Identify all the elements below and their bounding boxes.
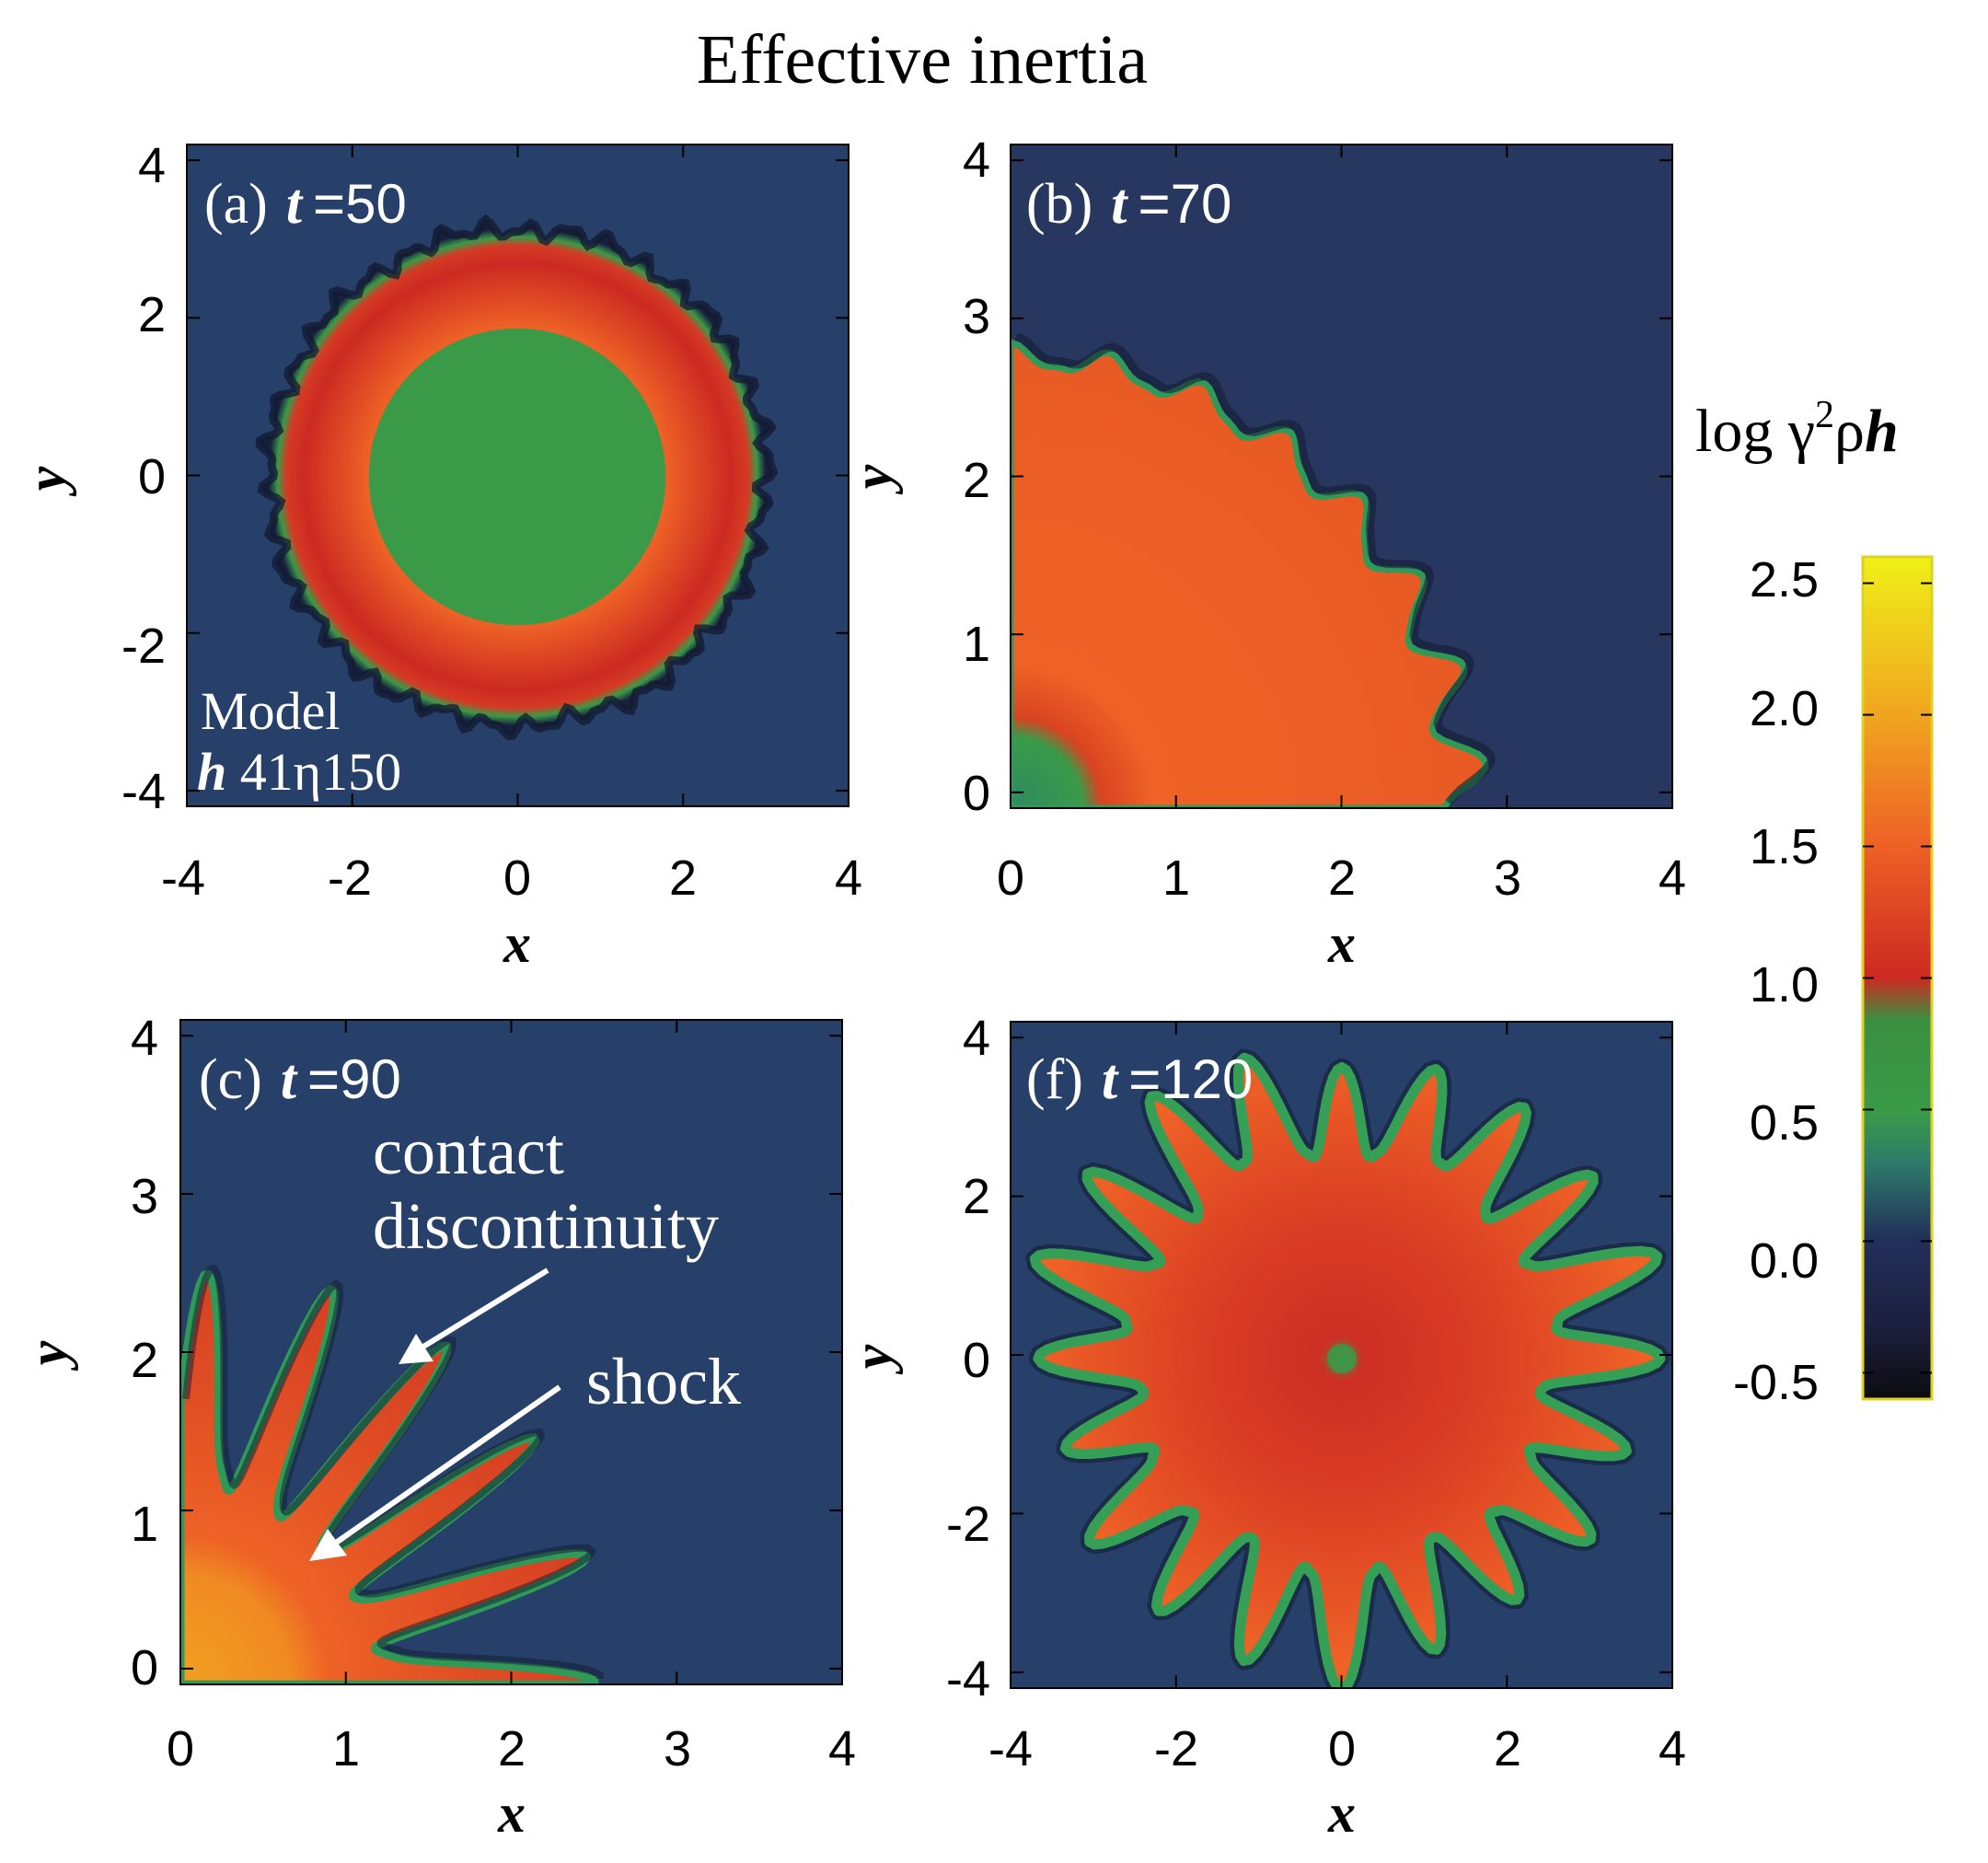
panel-a-time-label: (a) t =50 bbox=[204, 173, 407, 236]
panel-c-ytick: 4 bbox=[131, 1011, 158, 1066]
panel-c-tick-marks bbox=[179, 1020, 843, 1684]
panel-b-xtick: 1 bbox=[1162, 850, 1190, 906]
panel-f-tick-marks bbox=[1010, 1022, 1673, 1688]
panel-f-ytick: 4 bbox=[963, 1011, 990, 1066]
panel-b-ytick: 0 bbox=[963, 766, 990, 821]
panel-f-ylabel: y bbox=[842, 1344, 903, 1374]
panel-a-model-id: h 41η150 bbox=[197, 742, 401, 802]
panel-b-ytick: 2 bbox=[963, 453, 990, 508]
arrow-shock bbox=[309, 1384, 561, 1561]
panel-b-ytick: 3 bbox=[963, 289, 990, 344]
panel-a-ytick: -4 bbox=[121, 764, 166, 819]
panel-b-xtick: 4 bbox=[1659, 850, 1686, 906]
arrow-contact-discontinuity bbox=[399, 1267, 549, 1364]
colorbar-tick-label: 0.5 bbox=[1750, 1095, 1819, 1151]
panel-c-xtick: 2 bbox=[498, 1721, 526, 1776]
panel-c-time-label: (c) t =90 bbox=[199, 1048, 401, 1111]
panel-a: -4 -2 0 2 4 4 2 0 -2 -4 x y (a) t =50 Mo… bbox=[16, 138, 862, 974]
panel-c-ylabel: y bbox=[17, 1340, 78, 1371]
panel-b-xlabel: x bbox=[1327, 913, 1356, 974]
panel-f: -4 -2 0 2 4 4 2 0 -2 -4 x y (f) t =120 bbox=[842, 1011, 1686, 1844]
panel-f-xtick: -4 bbox=[988, 1721, 1033, 1776]
figure-title: Effective inertia bbox=[697, 21, 1148, 98]
panel-a-xlabel: x bbox=[503, 913, 531, 974]
annotation-contact-line1: contact bbox=[373, 1115, 564, 1188]
panel-a-ytick: 0 bbox=[138, 449, 166, 504]
panel-b-xtick: 3 bbox=[1494, 850, 1521, 906]
panel-f-ytick: -2 bbox=[946, 1497, 990, 1552]
panel-f-xtick: 0 bbox=[1328, 1721, 1356, 1776]
annotation-shock: shock bbox=[586, 1345, 741, 1418]
colorbar-gradient bbox=[1861, 555, 1934, 1401]
colorbar-tick-label: 2.0 bbox=[1750, 681, 1819, 736]
panel-b-time-label: (b) t =70 bbox=[1026, 173, 1231, 236]
panel-c-ytick: 3 bbox=[131, 1169, 158, 1224]
colorbar-title: log γ2ρh bbox=[1695, 394, 1899, 465]
panel-a-xtick: -4 bbox=[161, 850, 205, 906]
panel-f-center-core bbox=[1327, 1344, 1357, 1373]
panel-f-fingers bbox=[1029, 1052, 1666, 1688]
panel-b: 0 1 2 3 4 4 3 2 1 0 x y (b) t =70 bbox=[842, 133, 1686, 974]
colorbar: log γ2ρh 2.5 2.0 1.5 1.0 0.5 0.0 -0.5 bbox=[1695, 394, 1934, 1410]
panel-c-xtick: 3 bbox=[664, 1721, 691, 1776]
panel-c-xtick: 1 bbox=[332, 1721, 360, 1776]
panel-a-tick-marks bbox=[186, 145, 850, 806]
colorbar-tick-label: 1.5 bbox=[1750, 819, 1819, 874]
colorbar-tick-label: -0.5 bbox=[1733, 1355, 1819, 1410]
panel-a-shock-region bbox=[369, 329, 665, 625]
panel-c-ytick: 2 bbox=[131, 1333, 158, 1388]
panel-b-contact-dark-edge bbox=[1014, 332, 1496, 805]
panel-a-xtick: 4 bbox=[835, 850, 862, 906]
colorbar-tick-label: 0.0 bbox=[1750, 1233, 1819, 1289]
panel-c-xlabel: x bbox=[497, 1783, 526, 1844]
panel-a-ylabel: y bbox=[16, 466, 76, 496]
annotation-contact-line2: discontinuity bbox=[373, 1189, 719, 1263]
panel-a-model-label: Model bbox=[201, 681, 340, 741]
panel-a-ytick: -2 bbox=[121, 619, 166, 674]
panel-c-ytick: 0 bbox=[131, 1640, 158, 1695]
panel-f-xtick: 2 bbox=[1494, 1721, 1521, 1776]
panel-b-ylabel: y bbox=[842, 464, 903, 494]
panel-a-ytick: 4 bbox=[138, 138, 166, 193]
panel-f-time-label: (f) t =120 bbox=[1026, 1048, 1253, 1111]
panel-c-xtick: 0 bbox=[167, 1721, 194, 1776]
panel-b-xtick: 2 bbox=[1328, 850, 1356, 906]
colorbar-tick-marks bbox=[1863, 582, 1932, 1374]
panel-c-xtick: 4 bbox=[828, 1721, 856, 1776]
panel-b-xtick: 0 bbox=[997, 850, 1024, 906]
panel-a-xtick: -2 bbox=[328, 850, 372, 906]
panel-b-tick-marks bbox=[1010, 145, 1673, 808]
panel-c-ytick: 1 bbox=[131, 1497, 158, 1552]
panel-f-xtick: -2 bbox=[1154, 1721, 1198, 1776]
panel-b-ytick: 4 bbox=[963, 133, 990, 188]
panel-c: 0 1 2 3 4 4 3 2 1 0 x y (c) t =90 contac… bbox=[17, 1011, 856, 1844]
panel-f-ytick: 0 bbox=[963, 1333, 990, 1388]
panel-a-ytick: 2 bbox=[138, 287, 166, 342]
panel-f-xlabel: x bbox=[1327, 1783, 1356, 1844]
panel-f-ytick: 2 bbox=[963, 1169, 990, 1224]
panel-a-xtick: 2 bbox=[669, 850, 697, 906]
panel-b-ytick: 1 bbox=[963, 617, 990, 672]
panel-f-ytick: -4 bbox=[946, 1651, 990, 1707]
panel-f-xtick: 4 bbox=[1659, 1721, 1686, 1776]
colorbar-tick-label: 1.0 bbox=[1750, 957, 1819, 1012]
colorbar-tick-label: 2.5 bbox=[1750, 552, 1819, 608]
panel-a-xtick: 0 bbox=[503, 850, 531, 906]
